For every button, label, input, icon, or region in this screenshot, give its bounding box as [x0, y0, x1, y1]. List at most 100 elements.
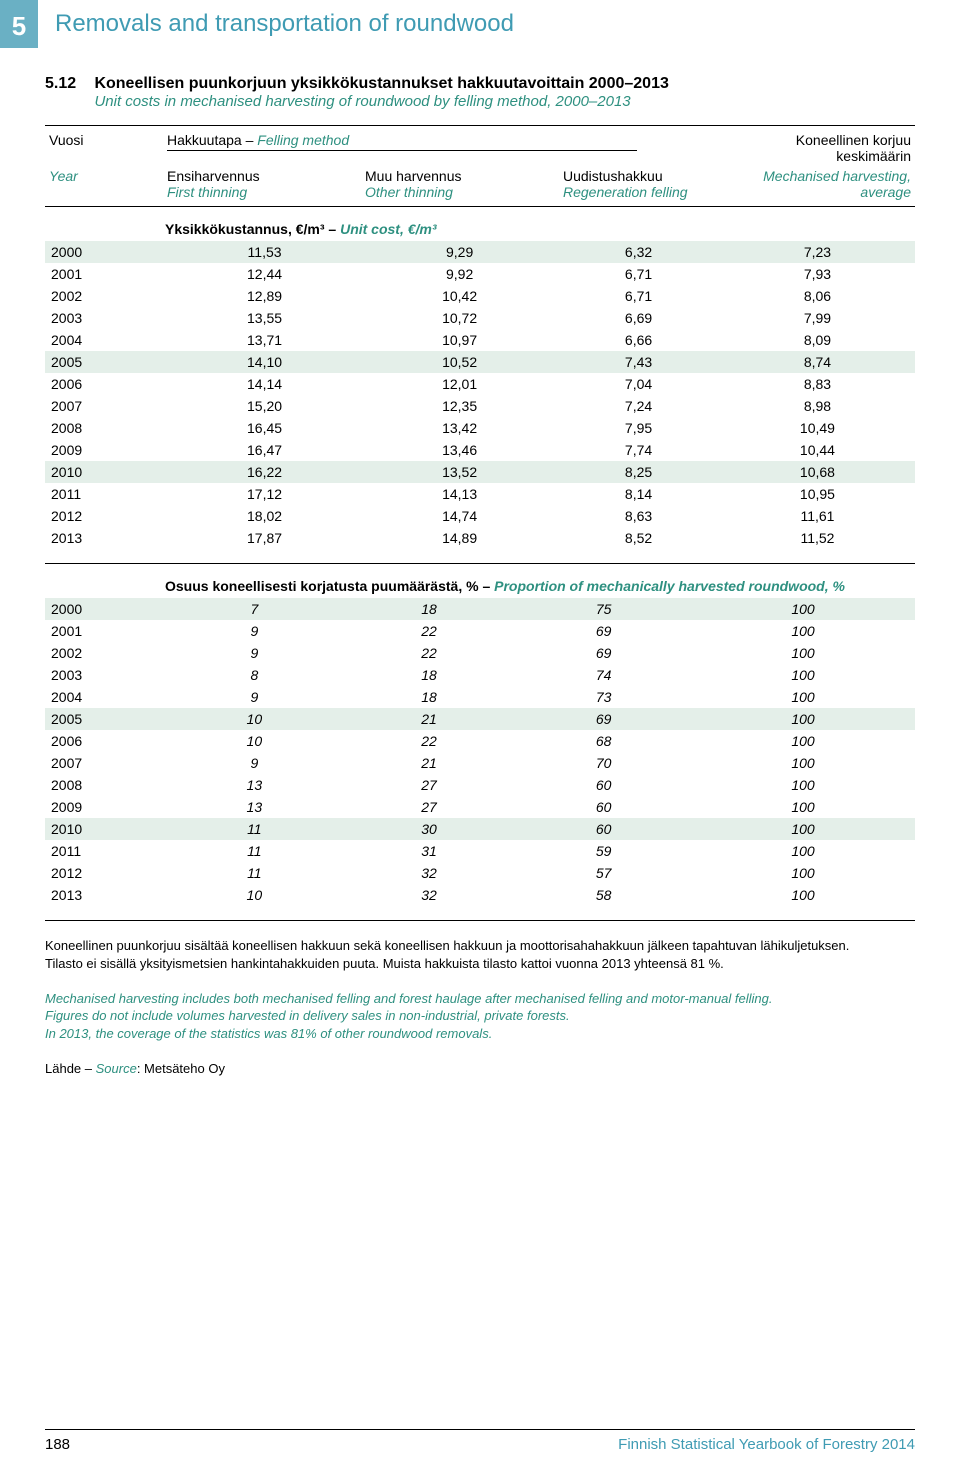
value-cell: 12,35 — [362, 395, 557, 417]
year-cell: 2008 — [45, 417, 167, 439]
value-cell: 69 — [516, 620, 691, 642]
value-cell: 16,22 — [167, 461, 362, 483]
value-cell: 8,06 — [720, 285, 915, 307]
value-cell: 6,66 — [557, 329, 720, 351]
year-cell: 2011 — [45, 483, 167, 505]
value-cell: 7,04 — [557, 373, 720, 395]
source-label-fi: Lähde – — [45, 1061, 96, 1076]
hdr-year-fi: Vuosi — [49, 132, 84, 148]
note-fi-2: Tilasto ei sisällä yksityismetsien hanki… — [45, 955, 915, 973]
value-cell: 32 — [342, 884, 517, 906]
table-row: 200292269100 — [45, 642, 915, 664]
year-cell: 2002 — [45, 642, 167, 664]
value-cell: 69 — [516, 708, 691, 730]
value-cell: 22 — [342, 730, 517, 752]
value-cell: 22 — [342, 642, 517, 664]
value-cell: 10,68 — [720, 461, 915, 483]
table-row: 200816,4513,427,9510,49 — [45, 417, 915, 439]
year-cell: 2006 — [45, 373, 167, 395]
value-cell: 16,45 — [167, 417, 362, 439]
value-cell: 10,72 — [362, 307, 557, 329]
year-cell: 2009 — [45, 796, 167, 818]
year-cell: 2011 — [45, 840, 167, 862]
table-row: 2006102268100 — [45, 730, 915, 752]
value-cell: 18,02 — [167, 505, 362, 527]
section2-label-fi: Osuus koneellisesti korjatusta puumääräs… — [165, 578, 494, 594]
value-cell: 8,98 — [720, 395, 915, 417]
value-cell: 11,52 — [720, 527, 915, 549]
hdr-c1-en: First thinning — [167, 184, 247, 200]
value-cell: 8,74 — [720, 351, 915, 373]
value-cell: 12,44 — [167, 263, 362, 285]
value-cell: 100 — [691, 686, 915, 708]
hdr-c3-fi: Uudistushakkuu — [563, 168, 663, 184]
year-cell: 2012 — [45, 505, 167, 527]
year-cell: 2012 — [45, 862, 167, 884]
value-cell: 10,42 — [362, 285, 557, 307]
year-cell: 2005 — [45, 708, 167, 730]
value-cell: 69 — [516, 642, 691, 664]
value-cell: 100 — [691, 796, 915, 818]
table-row: 2011113159100 — [45, 840, 915, 862]
value-cell: 10 — [167, 730, 342, 752]
value-cell: 60 — [516, 818, 691, 840]
value-cell: 14,10 — [167, 351, 362, 373]
value-cell: 9 — [167, 620, 342, 642]
table-row: 200614,1412,017,048,83 — [45, 373, 915, 395]
hdr-method-fi: Hakkuutapa – — [167, 132, 257, 148]
year-cell: 2005 — [45, 351, 167, 373]
year-cell: 2007 — [45, 752, 167, 774]
value-cell: 21 — [342, 708, 517, 730]
year-cell: 2000 — [45, 598, 167, 620]
value-cell: 9 — [167, 642, 342, 664]
value-cell: 74 — [516, 664, 691, 686]
value-cell: 13,71 — [167, 329, 362, 351]
table-row: 200112,449,926,717,93 — [45, 263, 915, 285]
value-cell: 8 — [167, 664, 342, 686]
table-row: 201218,0214,748,6311,61 — [45, 505, 915, 527]
table-row: 200071875100 — [45, 598, 915, 620]
value-cell: 73 — [516, 686, 691, 708]
year-cell: 2003 — [45, 664, 167, 686]
value-cell: 70 — [516, 752, 691, 774]
value-cell: 14,13 — [362, 483, 557, 505]
value-cell: 13 — [167, 796, 342, 818]
footnotes: Koneellinen puunkorjuu sisältää koneelli… — [45, 937, 915, 1077]
value-cell: 7,23 — [720, 241, 915, 263]
hdr-avg-fi: Koneellinen korjuu keskimäärin — [796, 132, 911, 164]
table-row: 200313,5510,726,697,99 — [45, 307, 915, 329]
hdr-method-en: Felling method — [257, 132, 349, 148]
value-cell: 60 — [516, 796, 691, 818]
value-cell: 13,55 — [167, 307, 362, 329]
value-cell: 17,12 — [167, 483, 362, 505]
value-cell: 6,32 — [557, 241, 720, 263]
value-cell: 30 — [342, 818, 517, 840]
value-cell: 14,89 — [362, 527, 557, 549]
table-row: 200792170100 — [45, 752, 915, 774]
value-cell: 100 — [691, 598, 915, 620]
value-cell: 10 — [167, 884, 342, 906]
value-cell: 58 — [516, 884, 691, 906]
year-cell: 2007 — [45, 395, 167, 417]
table-row: 200212,8910,426,718,06 — [45, 285, 915, 307]
value-cell: 8,09 — [720, 329, 915, 351]
section1-label-fi: Yksikkökustannus, €/m³ – — [165, 221, 340, 237]
chapter-number: 5 — [0, 0, 38, 48]
year-cell: 2001 — [45, 620, 167, 642]
value-cell: 18 — [342, 686, 517, 708]
value-cell: 6,69 — [557, 307, 720, 329]
value-cell: 7,99 — [720, 307, 915, 329]
table-row: 201317,8714,898,5211,52 — [45, 527, 915, 549]
value-cell: 8,63 — [557, 505, 720, 527]
hdr-c2-fi: Muu harvennus — [365, 168, 462, 184]
value-cell: 100 — [691, 664, 915, 686]
value-cell: 9 — [167, 686, 342, 708]
value-cell: 11,53 — [167, 241, 362, 263]
table-row: 200413,7110,976,668,09 — [45, 329, 915, 351]
value-cell: 7,93 — [720, 263, 915, 285]
value-cell: 10,49 — [720, 417, 915, 439]
publication-name: Finnish Statistical Yearbook of Forestry… — [618, 1436, 915, 1453]
value-cell: 14,14 — [167, 373, 362, 395]
value-cell: 11 — [167, 818, 342, 840]
value-cell: 31 — [342, 840, 517, 862]
